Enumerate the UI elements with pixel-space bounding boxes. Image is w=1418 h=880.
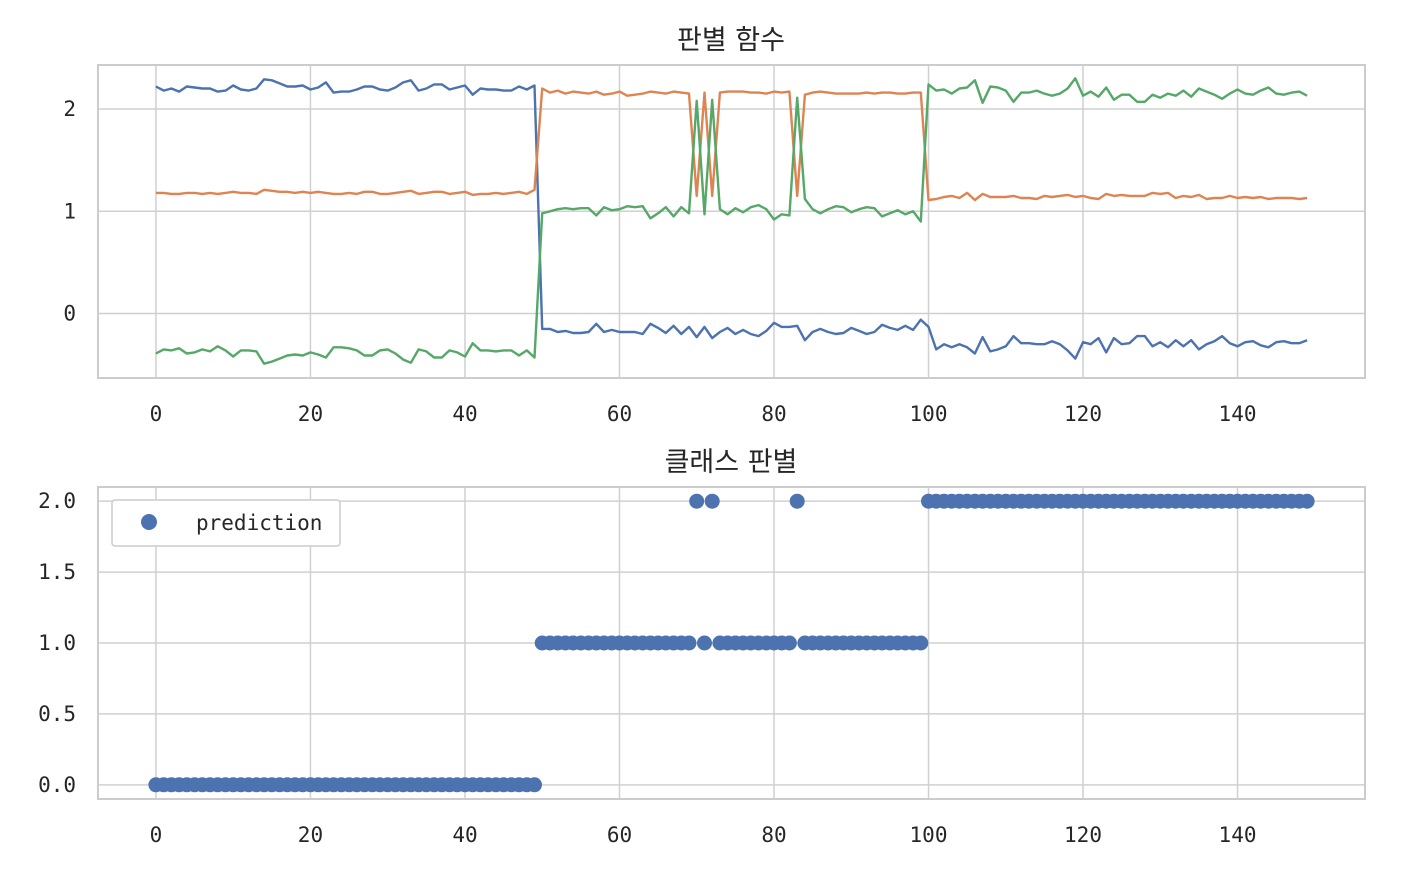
x-tick-label: 80	[761, 402, 786, 426]
tick-labels: 0 20 40 60 80 100 120 140 0.0 0.5 1.0 1.5 2.0	[38, 489, 1256, 847]
prediction-point	[689, 493, 705, 509]
x-tick-label: 40	[452, 823, 477, 847]
y-tick-label: 1.0	[38, 631, 76, 655]
x-tick-label: 100	[910, 823, 948, 847]
x-tick-label: 20	[298, 823, 323, 847]
prediction-point	[681, 635, 697, 651]
x-tick-label: 120	[1064, 402, 1102, 426]
series-line-0	[155, 78, 1308, 360]
y-tick-label: 0.5	[38, 702, 76, 726]
chart-title: 판별 함수	[677, 25, 785, 56]
x-tick-label: 20	[298, 402, 323, 426]
y-tick-label: 2	[63, 97, 76, 121]
tick-labels: 0 20 40 60 80 100 120 140 0 1 2	[63, 97, 1256, 426]
prediction-point	[913, 635, 929, 651]
y-tick-label: 0.0	[38, 773, 76, 797]
x-tick-label: 140	[1219, 823, 1257, 847]
x-tick-label: 100	[910, 402, 948, 426]
y-tick-label: 0	[63, 302, 76, 326]
x-tick-label: 120	[1064, 823, 1102, 847]
x-tick-label: 0	[150, 402, 163, 426]
y-tick-label: 2.0	[38, 489, 76, 513]
series-layer	[148, 493, 1315, 793]
prediction-point	[1299, 493, 1315, 509]
x-tick-label: 60	[607, 823, 632, 847]
plot-frame	[97, 486, 1366, 800]
x-tick-label: 60	[607, 402, 632, 426]
x-tick-label: 40	[452, 402, 477, 426]
prediction-point	[789, 493, 805, 509]
prediction-point	[697, 635, 712, 651]
x-tick-label: 140	[1219, 402, 1257, 426]
plot-frame	[97, 64, 1366, 379]
series-layer	[155, 77, 1308, 365]
series-line-2	[155, 77, 1308, 365]
legend-marker	[141, 514, 157, 530]
prediction-point	[527, 777, 542, 793]
discriminant-function-chart: 판별 함수 0 20 40 60 80 100 120 140 0 1 2	[63, 25, 1366, 426]
x-tick-label: 0	[150, 823, 163, 847]
x-tick-label: 80	[761, 823, 786, 847]
legend-box	[111, 499, 341, 547]
chart-title: 클래스 판별	[665, 447, 798, 478]
prediction-point	[781, 635, 797, 651]
y-tick-label: 1.5	[38, 560, 76, 584]
y-tick-label: 1	[63, 199, 76, 223]
legend: prediction	[111, 499, 341, 547]
series-line-1	[155, 87, 1308, 202]
legend-label: prediction	[196, 511, 322, 535]
grid	[98, 65, 1365, 378]
class-prediction-chart: 클래스 판별 0 20 40 60 80 100 120 140 0.0 0.5 1.0 1.5 2.0…	[38, 447, 1366, 847]
prediction-point	[704, 493, 720, 509]
